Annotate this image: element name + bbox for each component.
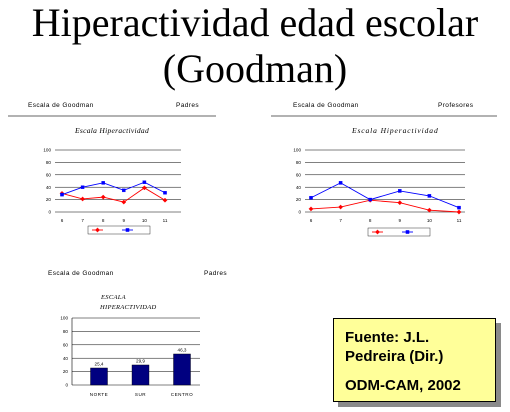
panel-teachers-line-chart: Escala de Goodman Profesores Escala Hipe…	[271, 102, 497, 237]
chart-2-y-tick-label: 0	[298, 210, 301, 215]
chart-3-y-tick-label: 80	[63, 329, 69, 334]
chart-3-data-label: 25,4	[95, 361, 104, 366]
chart-1-plot-area: 100 80 60 40 20 0 6 7 8 9 10 11	[43, 148, 181, 235]
slide-title-line-2: (Goodman)	[162, 46, 348, 91]
chart-2-series-2-point	[309, 195, 313, 200]
chart-1-y-tick-label: 0	[48, 210, 51, 215]
chart-2-series-2-point	[427, 194, 432, 198]
chart-1-series-1-point	[141, 185, 147, 191]
chart-1-y-tick-label: 100	[43, 148, 51, 153]
chart-3-data-label: 46,3	[178, 347, 187, 352]
chart-2-x-tick-label: 6	[310, 218, 313, 223]
chart-2-series-1-line	[310, 199, 460, 213]
chart-1-series-1-point	[162, 197, 168, 203]
chart-1-legend-marker-2	[125, 228, 130, 232]
panel-1-informant-label: Padres	[176, 102, 199, 109]
chart-1-y-tick-label: 60	[46, 172, 52, 177]
panel-parents-line-chart: Escala de Goodman Padres Escala Hiperact…	[8, 102, 216, 235]
source-line-3: ODM-CAM, 2002	[345, 377, 461, 394]
chart-2-series-1-point	[338, 204, 344, 210]
chart-3-x-tick-label: CENTRO	[171, 392, 193, 397]
panel-3-informant-label: Padres	[204, 270, 227, 277]
panel-3-scale-label: Escala de Goodman	[48, 270, 114, 277]
slide-title: Hiperactividad edad escolar (Goodman)	[0, 0, 510, 92]
panel-2-scale-label: Escala de Goodman	[293, 102, 359, 109]
chart-3-bar-sur	[131, 364, 150, 386]
chart-1-x-tick-label: 8	[102, 218, 105, 223]
chart-3-x-tick-label: SUR	[135, 392, 146, 397]
chart-3-bar-norte	[90, 367, 108, 386]
chart-1-series-2-point	[80, 185, 85, 189]
chart-1-title: Escala Hiperactividad	[74, 126, 149, 135]
chart-1-legend-marker-1	[95, 227, 100, 233]
chart-2-legend-marker-2	[405, 230, 410, 234]
chart-2-series-1-point	[426, 207, 432, 213]
panel-parents-bar-chart: Escala de Goodman Padres ESCALA HIPERACT…	[48, 270, 227, 397]
chart-2-legend-marker-1	[375, 229, 380, 235]
chart-2-series-1-point	[308, 206, 314, 212]
slide-title-line-1: Hiperactividad edad escolar	[31, 0, 479, 45]
chart-2-plot-area: 100 80 60 40 20 0 6 7 8 9 10 11	[293, 148, 465, 237]
source-line-1: Fuente: J.L.	[345, 329, 430, 346]
chart-3-y-tick-label: 40	[63, 356, 69, 361]
chart-2-y-tick-label: 100	[293, 148, 301, 153]
chart-1-y-tick-label: 40	[46, 185, 52, 190]
chart-2-series-2-point	[457, 205, 461, 210]
chart-2-x-tick-label: 10	[427, 218, 433, 223]
chart-3-y-tick-label: 20	[63, 369, 69, 374]
chart-2-series-2-point	[338, 181, 343, 185]
panel-1-scale-label: Escala de Goodman	[28, 102, 94, 109]
chart-1-series-2-point	[122, 188, 126, 193]
chart-2-y-tick-label: 20	[296, 197, 302, 202]
chart-3-title-line-2: HIPERACTIVIDAD	[99, 304, 157, 311]
chart-2-y-tick-label: 80	[296, 160, 302, 165]
chart-3-y-tick-label: 100	[60, 316, 68, 321]
chart-2-series-2-point	[368, 197, 372, 202]
chart-1-series-2-point	[142, 180, 147, 184]
source-note-box: Fuente: J.L. Pedreira (Dir.) ODM-CAM, 20…	[333, 318, 496, 402]
chart-3-x-tick-label: NORTE	[90, 392, 109, 397]
source-line-2: Pedreira (Dir.)	[345, 348, 444, 365]
chart-2-series-1-point	[397, 200, 403, 206]
chart-1-series-2-point	[60, 192, 64, 197]
chart-1-series-1-point	[121, 199, 127, 205]
chart-1-legend-box	[87, 225, 151, 235]
chart-2-series-2-line	[310, 182, 460, 209]
chart-1-x-tick-label: 9	[123, 218, 126, 223]
chart-1-y-tick-label: 20	[46, 197, 52, 202]
chart-1-series-1-line	[61, 187, 166, 203]
chart-3-plot-area: 100 80 60 40 20 0 25,4 NORTE 29,9 SUR 46,3 CENTRO	[60, 316, 200, 397]
chart-3-data-label: 29,9	[136, 358, 145, 363]
chart-2-legend-box	[367, 227, 431, 237]
chart-2-series-2-point	[398, 189, 402, 193]
chart-1-series-1-point	[100, 194, 106, 200]
chart-1-x-tick-label: 11	[163, 218, 168, 223]
chart-1-x-tick-label: 7	[81, 218, 84, 223]
chart-1-y-tick-label: 80	[46, 160, 52, 165]
chart-3-y-tick-label: 60	[63, 342, 69, 347]
chart-2-x-tick-label: 9	[399, 218, 402, 223]
panel-2-informant-label: Profesores	[438, 102, 474, 109]
chart-2-x-tick-label: 8	[369, 218, 372, 223]
chart-1-series-2-line	[61, 181, 166, 196]
chart-2-x-tick-label: 7	[339, 218, 342, 223]
chart-2-title: Escala Hiperactividad	[351, 126, 439, 135]
chart-1-series-2-point	[163, 191, 167, 195]
chart-1-series-2-point	[101, 181, 105, 185]
chart-3-y-tick-label: 0	[65, 383, 68, 388]
chart-2-y-tick-label: 40	[296, 185, 302, 190]
chart-2-series-1-point	[456, 209, 462, 215]
chart-1-x-tick-label: 10	[142, 218, 148, 223]
chart-2-x-tick-label: 11	[457, 218, 462, 223]
chart-3-bar-centro	[173, 353, 191, 386]
chart-2-y-tick-label: 60	[296, 172, 302, 177]
chart-3-title-line-1: ESCALA	[100, 294, 126, 301]
chart-1-series-1-point	[80, 196, 86, 202]
chart-1-x-tick-label: 6	[61, 218, 64, 223]
